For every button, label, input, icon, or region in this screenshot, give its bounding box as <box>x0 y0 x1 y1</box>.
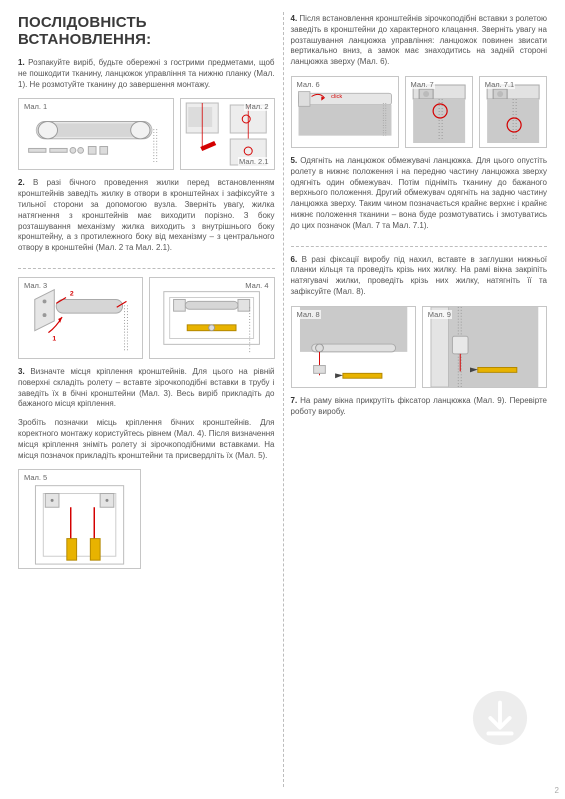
page-number: 2 <box>555 786 559 795</box>
paragraph-5: 5. Одягніть на ланцюжок обмежувачі ланцю… <box>291 156 548 232</box>
step-text: В разі бічного проведення жилки перед вс… <box>18 178 275 252</box>
step-text: Визначте місця кріплення кронштейнів. Дл… <box>18 367 275 408</box>
paragraph-3b: Зробіть позначки місць кріплення бічних … <box>18 418 275 461</box>
paragraph-3a: 3. Визначте місця кріплення кронштейнів.… <box>18 367 275 410</box>
step-text: Одягніть на ланцюжок обмежувачі ланцюжка… <box>291 156 548 230</box>
figure-3: Мал. 3 1 2 <box>18 277 143 359</box>
figure-label: Мал. 5 <box>23 473 48 482</box>
paragraph-4: 4. Після встановлення кронштейнів зірочк… <box>291 14 548 68</box>
figure-1: Мал. 1 <box>18 98 174 170</box>
figure-label: Мал. 1 <box>23 102 48 111</box>
paragraph-7: 7. На раму вікна прикрутіть фіксатор лан… <box>291 396 548 418</box>
step-number: 3. <box>18 367 25 376</box>
page-title: ПОСЛІДОВНІСТЬ ВСТАНОВЛЕННЯ: <box>18 14 275 48</box>
click-label: click <box>331 94 342 100</box>
figure-label: Мал. 6 <box>296 80 321 89</box>
paragraph-2: 2. В разі бічного проведення жилки перед… <box>18 178 275 254</box>
step-text: Після встановлення кронштейнів зірочкопо… <box>291 14 548 66</box>
figure-label: Мал. 7 <box>410 80 435 89</box>
figure-label: Мал. 4 <box>244 281 269 290</box>
left-column: ПОСЛІДОВНІСТЬ ВСТАНОВЛЕННЯ: 1. Розпакуйт… <box>18 14 275 785</box>
paragraph-6: 6. В разі фіксації виробу під нахил, вст… <box>291 255 548 298</box>
figure-4: Мал. 4 <box>149 277 274 359</box>
paragraph-1: 1. Розпакуйте виріб, будьте обережні з г… <box>18 58 275 90</box>
figure-label: Мал. 8 <box>296 310 321 319</box>
step-text: Розпакуйте виріб, будьте обережні з гост… <box>18 58 275 89</box>
figure-label: Мал. 2 <box>244 102 269 111</box>
figure-6: Мал. 6 click <box>291 76 399 148</box>
figure-row-5: Мал. 8 Мал. 9 <box>291 306 548 388</box>
figure-row-3: Мал. 5 <box>18 469 275 569</box>
right-column: 4. Після встановлення кронштейнів зірочк… <box>291 14 548 785</box>
step-text: На раму вікна прикрутіть фіксатор ланцюж… <box>291 396 548 416</box>
figure-label: Мал. 2.1 <box>238 157 269 166</box>
figure-row-4: Мал. 6 click Мал. 7 <box>291 76 548 148</box>
figure-label: Мал. 7.1 <box>484 80 515 89</box>
step-number: 2. <box>18 178 25 187</box>
figure-5: Мал. 5 <box>18 469 141 569</box>
step-number: 1. <box>18 58 25 67</box>
section-divider <box>291 246 548 247</box>
callout-number: 2 <box>70 291 74 298</box>
figure-7: Мал. 7 <box>405 76 473 148</box>
figure-row-1: Мал. 1 Мал. 2 Мал. 2 <box>18 98 275 170</box>
figure-7-1: Мал. 7.1 <box>479 76 547 148</box>
figure-9: Мал. 9 <box>422 306 547 388</box>
column-divider <box>283 12 284 787</box>
figure-label: Мал. 3 <box>23 281 48 290</box>
figure-8: Мал. 8 <box>291 306 416 388</box>
figure-2: Мал. 2 Мал. 2.1 <box>180 98 274 170</box>
step-text: Зробіть позначки місць кріплення бічних … <box>18 418 275 459</box>
watermark-icon <box>471 689 529 747</box>
step-text: В разі фіксації виробу під нахил, вставт… <box>291 255 548 296</box>
figure-row-2: Мал. 3 1 2 Мал. 4 <box>18 277 275 359</box>
figure-label: Мал. 9 <box>427 310 452 319</box>
section-divider <box>18 268 275 269</box>
callout-number: 1 <box>52 335 56 342</box>
